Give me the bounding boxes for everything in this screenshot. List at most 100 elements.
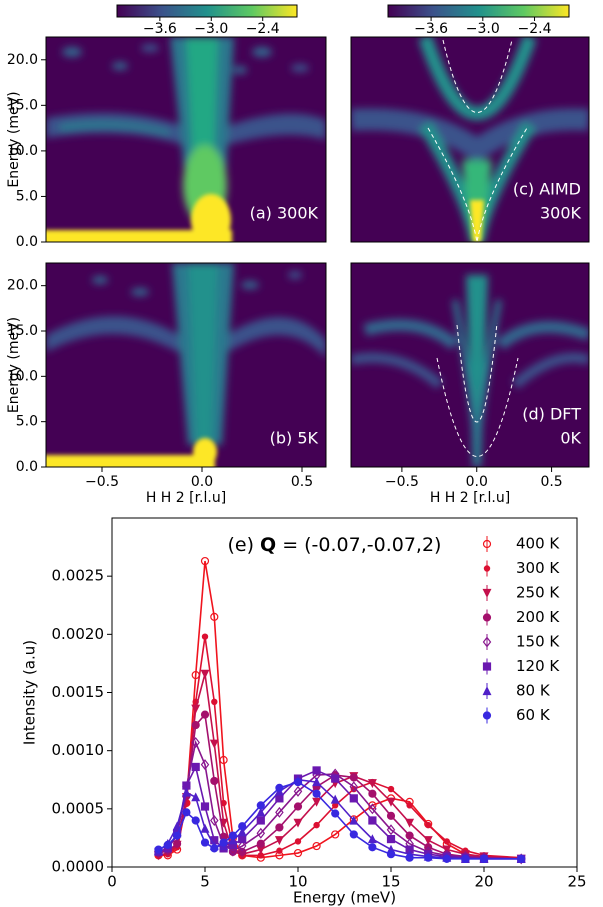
data-point (182, 808, 191, 817)
legend-label: 80 K (516, 682, 551, 700)
data-point (276, 847, 283, 854)
data-point (386, 824, 396, 836)
data-point (461, 854, 470, 863)
data-point (200, 710, 210, 719)
data-point (275, 823, 284, 832)
data-point (181, 787, 191, 797)
data-point (482, 711, 492, 720)
y-tick-label: 0.0010 (52, 741, 105, 759)
data-point (482, 539, 492, 549)
data-point (191, 816, 200, 825)
data-point (210, 776, 219, 786)
data-point (479, 854, 489, 863)
heatmap-image (46, 263, 326, 467)
data-point (275, 783, 284, 792)
y-tick-label: 0.0000 (52, 858, 105, 876)
data-point (349, 830, 358, 839)
colorbar-tick-label: −3.6 (414, 21, 448, 37)
panel-annotation: 0K (560, 429, 581, 448)
data-point (312, 789, 321, 798)
data-point (312, 766, 321, 775)
plot-frame (350, 36, 590, 243)
x-tick-label: −0.5 (85, 474, 119, 490)
data-point (293, 848, 303, 858)
data-point (368, 843, 377, 852)
heatmap-image (46, 37, 326, 242)
data-point (312, 841, 321, 851)
colorbar-tick-label: −3.6 (143, 21, 177, 37)
colorbar (116, 4, 298, 18)
data-point (405, 818, 415, 828)
data-point (275, 794, 284, 803)
data-point (238, 834, 247, 844)
data-point (442, 854, 451, 863)
y-tick-label: 0.0025 (52, 567, 105, 585)
data-point (228, 845, 238, 857)
colorbar-tick-label: −3.0 (194, 21, 228, 37)
data-point (210, 612, 219, 621)
data-point (349, 773, 358, 782)
data-point (154, 845, 163, 854)
data-point (237, 827, 247, 837)
data-point (173, 839, 182, 848)
x-tick-label: 0.0 (191, 474, 213, 490)
panel-annotation: 300K (540, 204, 582, 223)
data-point (405, 831, 414, 840)
data-point (331, 774, 340, 783)
data-point (386, 850, 396, 859)
panel-annotation: (a) 300K (250, 204, 319, 223)
data-point (191, 792, 201, 802)
data-point (210, 814, 219, 826)
data-point (256, 816, 265, 825)
data-point (424, 853, 433, 862)
data-point (442, 845, 452, 855)
data-point (312, 797, 322, 807)
chart-title: (e) Q = (-0.07,-0.07,2) (228, 534, 442, 556)
legend-label: 200 K (516, 608, 560, 626)
data-point (200, 823, 210, 833)
data-point (482, 686, 492, 696)
panel-annotation: (c) AIMD (513, 180, 581, 199)
data-point (211, 698, 218, 706)
heatmap-image (351, 37, 589, 242)
data-point (425, 821, 432, 829)
data-point (368, 789, 377, 798)
data-point (482, 662, 492, 671)
data-point (312, 777, 322, 787)
data-point (228, 835, 238, 845)
plot-frame (45, 262, 327, 468)
x-axis-label: Energy (meV) (293, 889, 396, 907)
data-point (200, 802, 210, 811)
data-point (386, 811, 396, 820)
legend-label: 250 K (516, 584, 560, 602)
data-point (482, 588, 492, 598)
plot-frame (350, 262, 590, 468)
data-point (191, 704, 201, 714)
title-part: = (-0.07,-0.07,2) (282, 534, 441, 556)
data-point (191, 762, 200, 772)
data-point (191, 737, 200, 749)
plot-frame (45, 36, 327, 243)
y-tick-label: 0.0020 (52, 625, 105, 643)
data-point (173, 831, 182, 840)
data-point (163, 840, 172, 849)
legend-label: 120 K (516, 657, 560, 675)
data-point (256, 827, 266, 839)
data-point (368, 803, 377, 815)
data-point (200, 556, 210, 566)
legend-label: 300 K (516, 559, 560, 577)
data-point (517, 854, 526, 863)
data-point (387, 785, 395, 793)
x-tick-label: 0.5 (291, 474, 313, 490)
data-point (349, 815, 359, 825)
legend-label: 150 K (516, 633, 560, 651)
data-point (275, 806, 284, 818)
data-point (293, 777, 303, 787)
x-axis-label: H H 2 [r.l.u] (146, 490, 226, 506)
data-point (256, 839, 265, 848)
data-point (330, 794, 340, 804)
y-tick-label: 5.0 (16, 188, 38, 204)
x-tick-label: −0.5 (385, 474, 419, 490)
y-tick-label: 10.0 (7, 143, 38, 159)
data-point (219, 838, 228, 847)
